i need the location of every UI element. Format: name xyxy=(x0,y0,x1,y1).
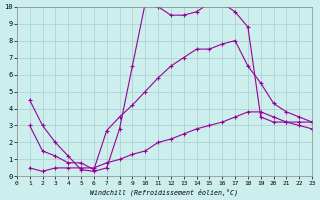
X-axis label: Windchill (Refroidissement éolien,°C): Windchill (Refroidissement éolien,°C) xyxy=(91,188,238,196)
